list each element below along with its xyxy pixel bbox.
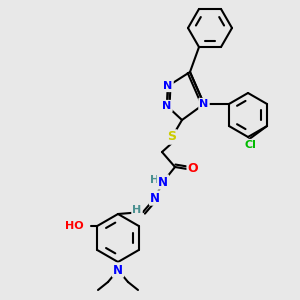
- Text: H: H: [132, 205, 142, 215]
- Text: S: S: [167, 130, 176, 143]
- Text: Cl: Cl: [244, 140, 256, 150]
- Text: N: N: [162, 101, 172, 111]
- Text: N: N: [158, 176, 168, 188]
- Text: N: N: [200, 99, 208, 109]
- Text: H: H: [150, 175, 160, 185]
- Text: O: O: [188, 163, 198, 176]
- Text: N: N: [150, 191, 160, 205]
- Text: N: N: [113, 263, 123, 277]
- Text: HO: HO: [64, 221, 83, 231]
- Text: N: N: [164, 81, 172, 91]
